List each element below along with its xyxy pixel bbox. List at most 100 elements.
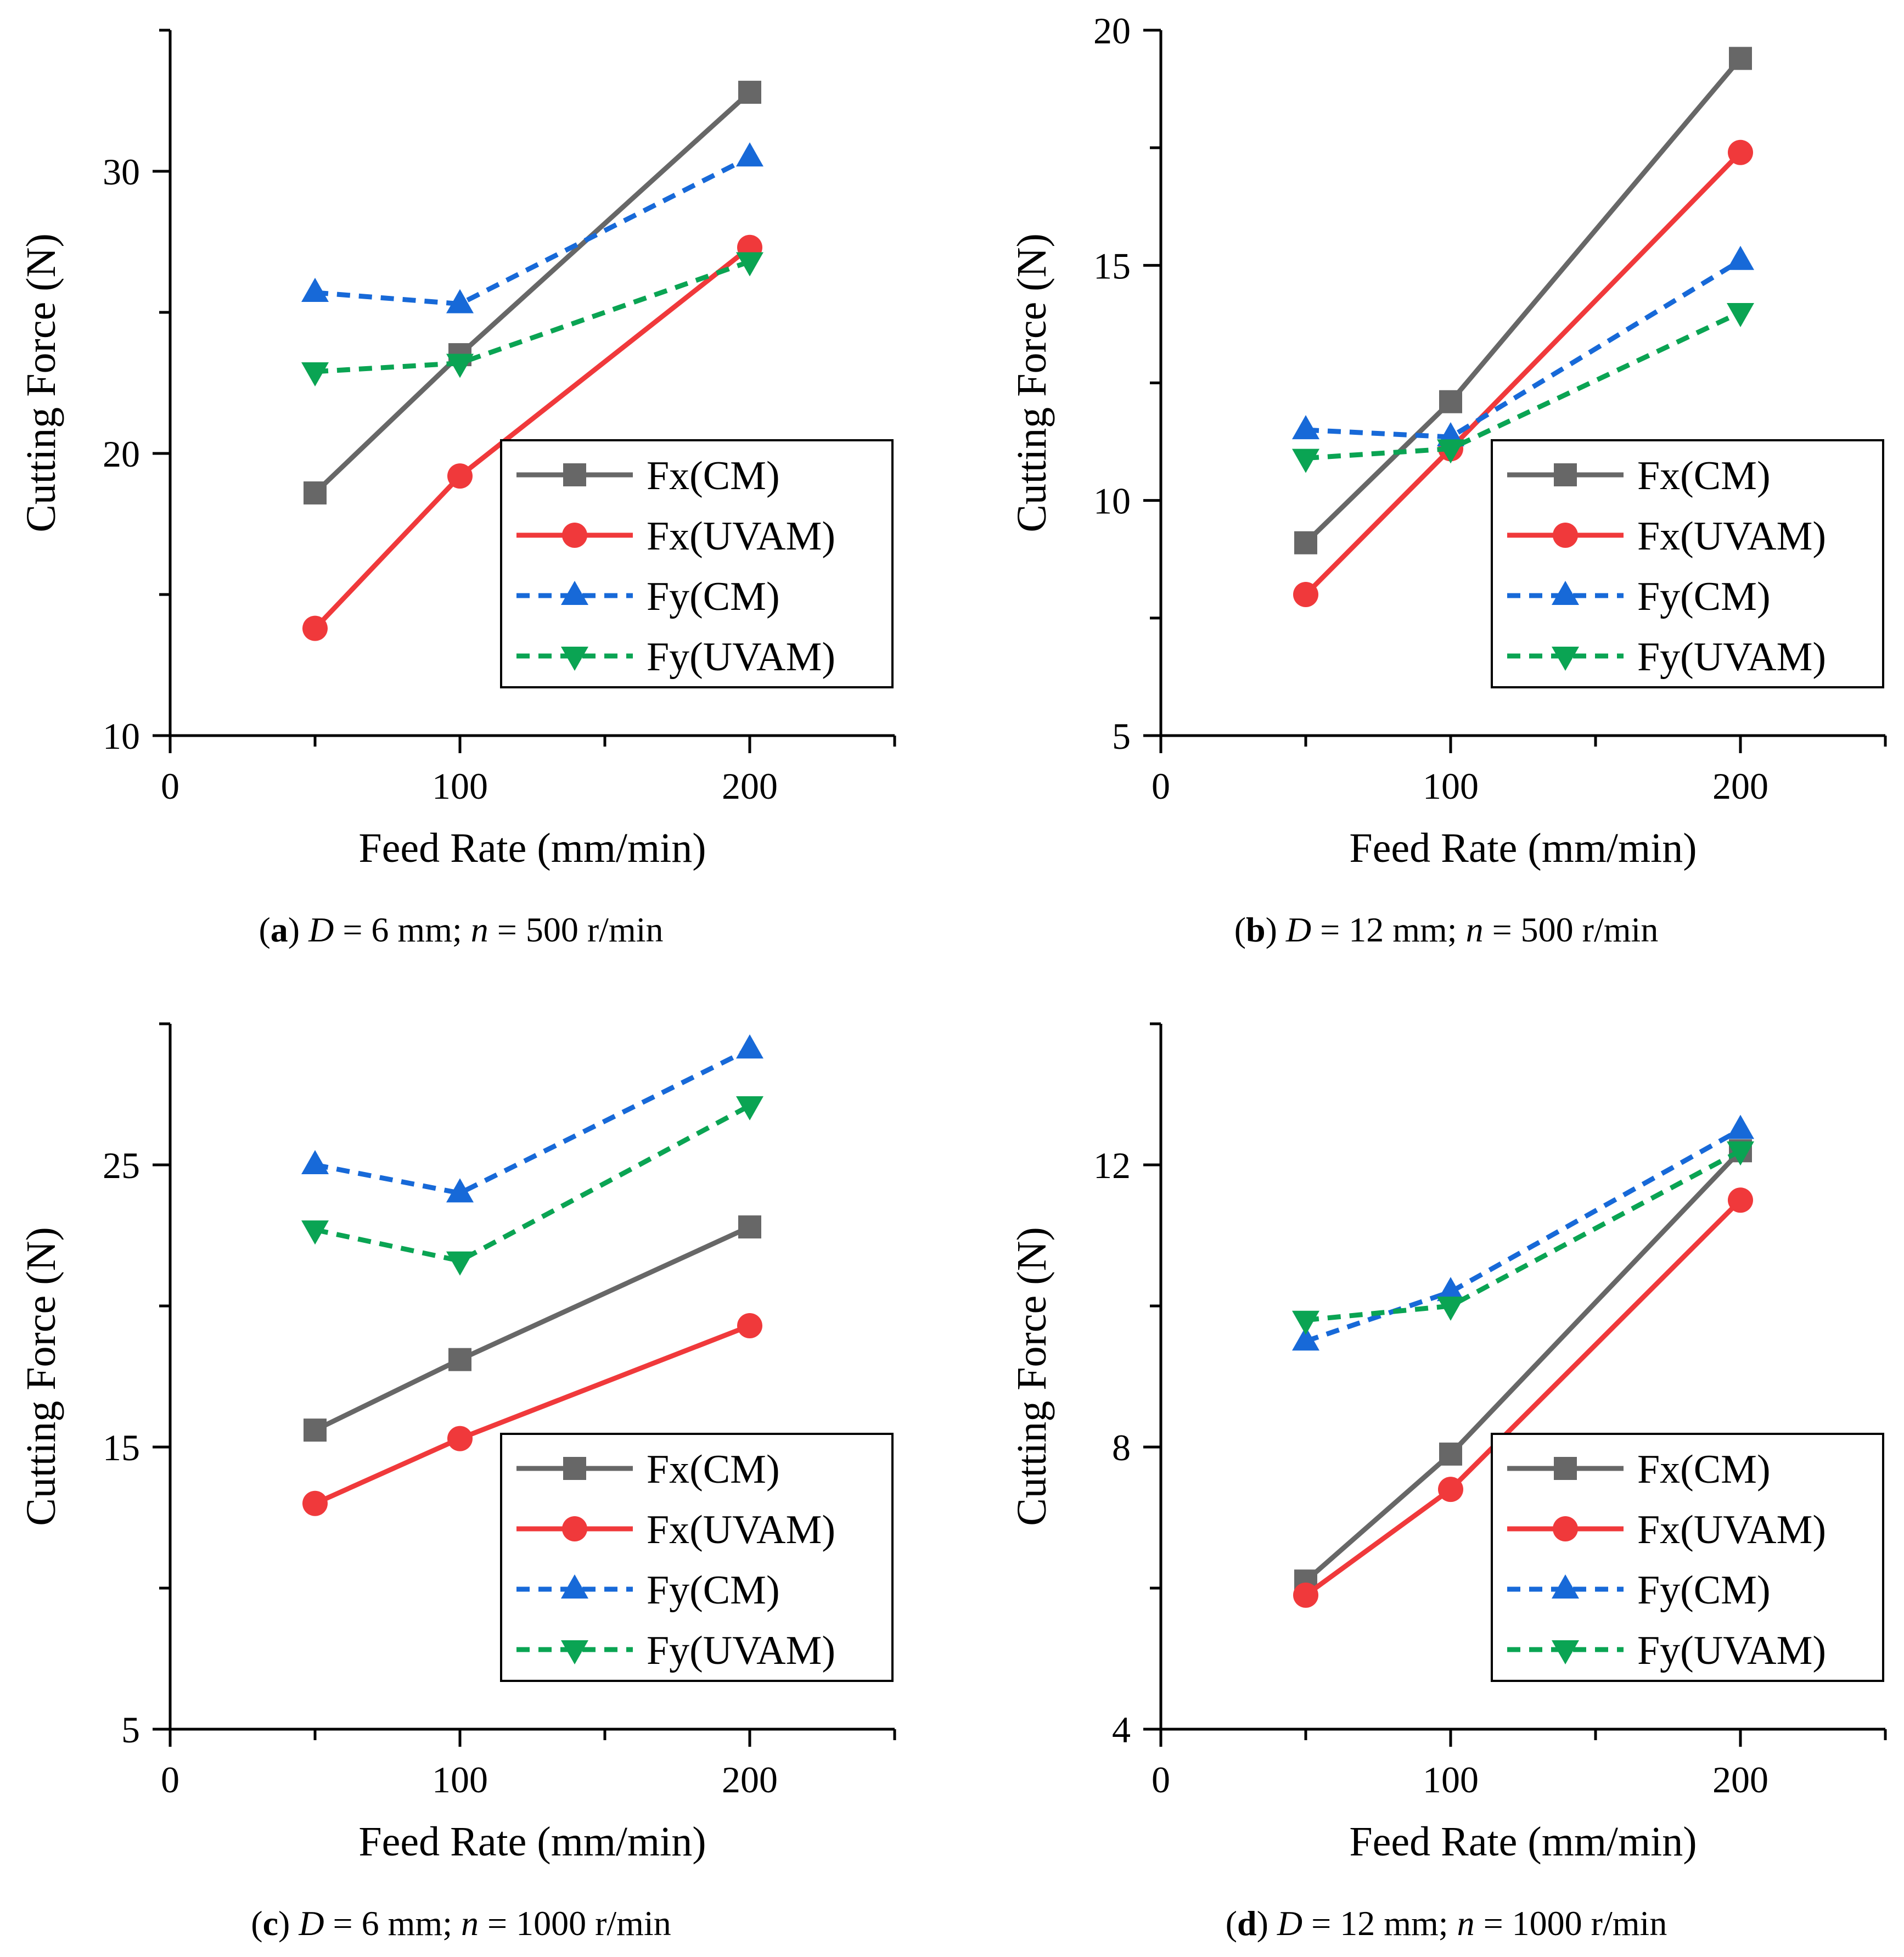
legend-marker [1553, 523, 1578, 548]
x-tick-label: 0 [1152, 1759, 1170, 1801]
caption-part: ( [259, 910, 270, 949]
data-point [736, 252, 763, 277]
legend-marker [562, 523, 587, 548]
data-point [1292, 1326, 1319, 1351]
caption-part: D [1285, 910, 1311, 949]
legend-label: Fx(CM) [1637, 453, 1771, 498]
data-point [1294, 531, 1317, 554]
chart-panel-d: 4 8 12 0 100 200 Feed Rate (mm/min) Cutting For… [1009, 1022, 1887, 1943]
x-tick-label: 200 [722, 765, 778, 807]
data-point [738, 1215, 761, 1239]
caption-part: = 500 r/min [488, 910, 664, 949]
panel-caption: (b) D = 12 mm; n = 500 r/min [1234, 910, 1659, 949]
data-point [1727, 1114, 1754, 1139]
data-point [1727, 303, 1754, 327]
data-point [301, 278, 329, 302]
data-point [1437, 1297, 1464, 1321]
series-line-fy-cm- [1305, 1127, 1742, 1344]
data-point [1728, 139, 1753, 165]
legend-label: Fy(CM) [1637, 1568, 1771, 1613]
caption-part: ) [288, 910, 308, 949]
caption-part: ) [278, 1904, 299, 1943]
legend-label: Fy(UVAM) [647, 1628, 835, 1673]
data-point [304, 481, 327, 504]
y-tick-label: 20 [103, 433, 140, 475]
caption-part: = 12 mm; [1302, 1904, 1457, 1943]
legend-marker [1552, 1574, 1579, 1599]
x-tick-label: 0 [161, 765, 179, 807]
legend-marker [561, 581, 588, 605]
data-point [446, 289, 474, 313]
series-line-fy-cm- [314, 1047, 751, 1196]
x-axis-title: Feed Rate (mm/min) [358, 1819, 706, 1865]
y-tick-label: 15 [103, 1427, 140, 1468]
x-tick-label: 200 [1712, 1759, 1768, 1801]
data-point [738, 81, 761, 104]
x-axis-title: Feed Rate (mm/min) [1349, 1819, 1697, 1865]
legend: Fx(CM) Fx(UVAM) Fy(CM) Fy(UVAM) [1491, 1433, 1884, 1682]
caption-part: ) [1257, 1904, 1277, 1943]
caption-part: ( [1234, 910, 1246, 949]
legend-label: Fx(CM) [1637, 1447, 1771, 1492]
data-point [736, 142, 763, 167]
panel-caption: (d) D = 12 mm; n = 1000 r/min [1226, 1904, 1667, 1943]
data-point [736, 1096, 763, 1121]
y-tick-label: 5 [1112, 715, 1131, 757]
legend-label: Fy(UVAM) [1637, 635, 1826, 680]
legend-label: Fx(UVAM) [1637, 514, 1826, 559]
legend-marker [561, 1640, 588, 1664]
legend-label: Fx(UVAM) [1637, 1507, 1826, 1552]
caption-part: D [1277, 1904, 1302, 1943]
legend-marker [561, 647, 588, 671]
caption-part: ) [1266, 910, 1286, 949]
series-line-fy-uvam- [1305, 1148, 1742, 1323]
data-point [1439, 1442, 1462, 1466]
data-point [737, 1313, 762, 1338]
legend-label: Fy(CM) [1637, 574, 1771, 619]
legend-label: Fy(CM) [647, 574, 780, 619]
caption-part: ( [1226, 1904, 1237, 1943]
x-tick-label: 0 [161, 1759, 179, 1801]
caption-part: d [1237, 1904, 1257, 1943]
x-tick-label: 200 [722, 1759, 778, 1801]
data-point [1728, 1187, 1753, 1213]
y-tick-label: 5 [121, 1709, 140, 1751]
y-tick-label: 12 [1093, 1145, 1131, 1186]
caption-part: = 6 mm; [324, 1904, 461, 1943]
y-tick-label: 30 [103, 151, 140, 193]
data-point [1293, 1582, 1318, 1608]
data-point [1727, 1141, 1754, 1166]
legend: Fx(CM) Fx(UVAM) Fy(CM) Fy(UVAM) [500, 439, 894, 688]
data-point [301, 362, 329, 386]
y-tick-label: 10 [1093, 480, 1131, 522]
data-point [1293, 582, 1318, 607]
data-point [1437, 439, 1464, 464]
data-point [304, 1418, 327, 1442]
x-axis-title: Feed Rate (mm/min) [358, 825, 706, 871]
data-point [446, 354, 474, 378]
series-line-fy-cm- [1305, 258, 1742, 440]
data-point [1292, 1310, 1319, 1335]
panel-caption: (a) D = 6 mm; n = 500 r/min [259, 910, 663, 949]
data-point [302, 615, 328, 641]
y-tick-label: 4 [1112, 1709, 1131, 1751]
x-tick-label: 0 [1152, 765, 1170, 807]
legend-marker [1552, 581, 1579, 605]
y-axis-title: Cutting Force (N) [18, 1227, 64, 1526]
y-axis-title: Cutting Force (N) [1009, 1227, 1055, 1526]
y-tick-label: 20 [1093, 10, 1131, 52]
legend-label: Fy(CM) [647, 1568, 780, 1613]
legend-label: Fx(UVAM) [647, 1507, 835, 1552]
data-point [446, 1178, 474, 1203]
series-line-fy-uvam- [1305, 310, 1742, 461]
data-point [301, 1220, 329, 1245]
data-point [301, 1150, 329, 1174]
legend-marker [1554, 1457, 1577, 1480]
series-line-fx-cm- [313, 90, 752, 495]
data-point [1729, 47, 1752, 70]
data-point [302, 1490, 328, 1516]
caption-part: n [1457, 1904, 1475, 1943]
legend-marker [562, 1516, 587, 1541]
legend-marker [563, 463, 586, 486]
